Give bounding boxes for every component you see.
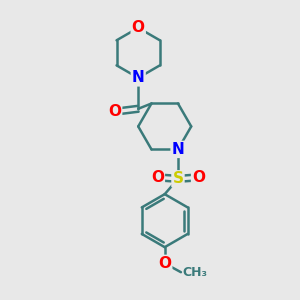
Text: O: O: [108, 104, 121, 119]
Text: S: S: [172, 171, 184, 186]
Text: O: O: [158, 256, 171, 271]
Text: CH₃: CH₃: [182, 266, 207, 279]
Text: O: O: [132, 20, 145, 35]
Text: N: N: [172, 142, 184, 157]
Text: N: N: [132, 70, 145, 86]
Text: O: O: [192, 170, 205, 185]
Text: O: O: [151, 170, 164, 185]
